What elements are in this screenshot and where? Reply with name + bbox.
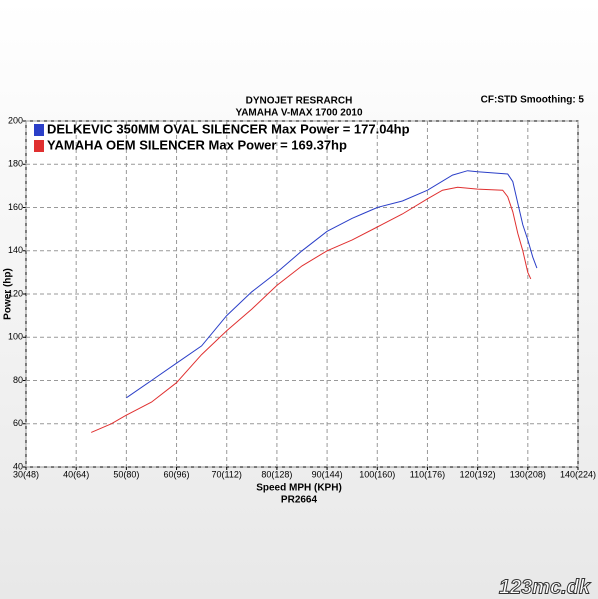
x-tick-label: 40(64)	[63, 469, 89, 479]
y-tick-label: 100	[8, 332, 23, 342]
chart-title: DYNOJET RESRARCH	[246, 96, 353, 107]
chart-subtitle: YAMAHA V-MAX 1700 2010	[235, 108, 363, 119]
x-axis-label: Speed MPH (KPH)	[256, 483, 342, 494]
legend-label: DELKEVIC 350MM OVAL SILENCER Max Power =…	[47, 121, 410, 136]
watermark: 123mc.dk	[499, 576, 591, 598]
y-tick-label: 140	[8, 245, 23, 255]
x-tick-label: 130(208)	[510, 469, 546, 479]
x-tick-label: 90(144)	[312, 469, 343, 479]
x-tick-label: 140(224)	[560, 469, 596, 479]
x-tick-label: 80(128)	[261, 469, 292, 479]
footnote: PR2664	[281, 495, 318, 506]
legend-swatch	[34, 140, 44, 152]
y-tick-label: 180	[8, 159, 23, 169]
y-tick-label: 160	[8, 202, 23, 212]
x-tick-label: 110(176)	[410, 469, 445, 479]
series-line	[126, 170, 538, 399]
x-tick-label: 60(96)	[164, 469, 190, 479]
x-tick-label: 100(160)	[359, 469, 395, 479]
x-tick-label: 70(112)	[212, 469, 242, 479]
y-tick-label: 200	[8, 115, 23, 125]
y-tick-label: 40	[13, 461, 23, 471]
x-tick-label: 50(80)	[113, 469, 139, 479]
y-axis-label: Power (hp)	[3, 268, 14, 320]
settings-label: CF:STD Smoothing: 5	[481, 95, 585, 106]
y-tick-label: 60	[13, 418, 23, 428]
legend-label: YAMAHA OEM SILENCER Max Power = 169.37hp	[47, 137, 347, 152]
x-tick-label: 120(192)	[460, 469, 496, 479]
y-tick-label: 80	[13, 375, 23, 385]
x-tick-label: 30(48)	[13, 469, 39, 479]
legend-swatch	[34, 124, 44, 136]
y-tick-label: 120	[8, 288, 23, 298]
series-line	[91, 186, 532, 433]
